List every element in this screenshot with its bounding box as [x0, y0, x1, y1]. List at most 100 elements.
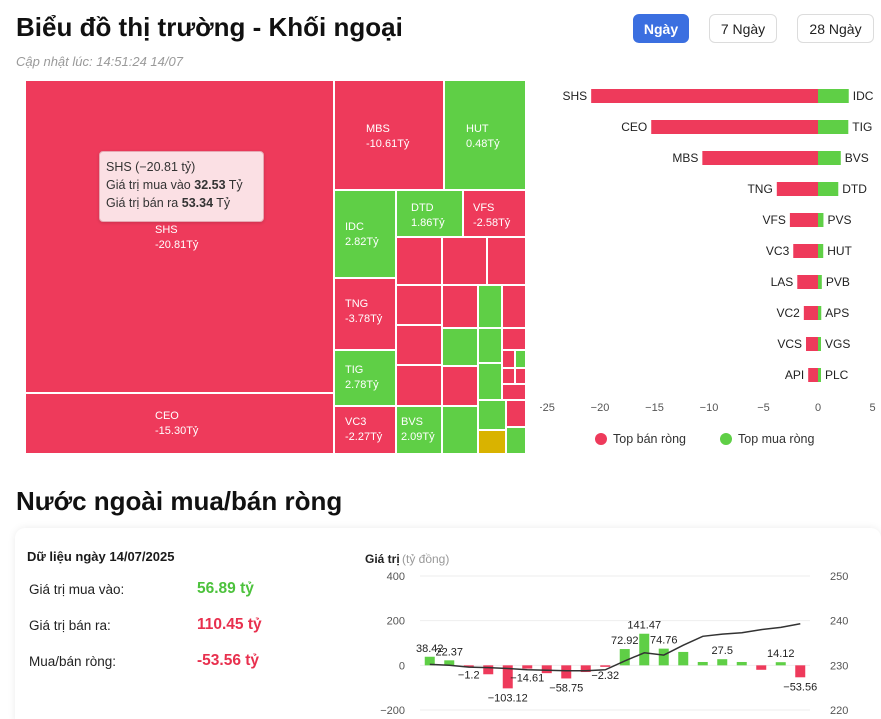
- treemap-cell-small[interactable]: [487, 237, 526, 285]
- treemap-cell-small[interactable]: [506, 427, 526, 454]
- treemap-cell-small[interactable]: [478, 363, 502, 400]
- y-tick-label: 0: [399, 660, 405, 672]
- sell-bar[interactable]: [803, 306, 818, 320]
- treemap-cell-small[interactable]: [502, 328, 526, 350]
- buy-ticker-label: BVS: [845, 151, 869, 165]
- buy-bar[interactable]: [818, 337, 821, 351]
- buy-bar[interactable]: [818, 89, 849, 103]
- treemap-cell-ceo[interactable]: CEO -15.30Tỷ: [25, 393, 334, 454]
- sell-bar[interactable]: [702, 151, 818, 165]
- sell-value: 110.45 tỷ: [197, 616, 262, 633]
- bar-data-label: 22.37: [435, 646, 463, 658]
- net-bar[interactable]: [502, 665, 513, 689]
- treemap-cell-small[interactable]: [442, 406, 478, 454]
- treemap-cell-small[interactable]: [478, 285, 502, 328]
- top-net-chart: SHS IDC CEO TIG MBS BVS TNG DTD VFS PVS VC3 HUT LAS P…: [540, 89, 876, 446]
- treemap-cell-dtd[interactable]: DTD 1.86Tỷ: [396, 190, 463, 237]
- net-bar[interactable]: [483, 665, 494, 675]
- sell-bar[interactable]: [776, 182, 818, 196]
- treemap-cell-mbs[interactable]: MBS -10.61Tỷ: [334, 80, 444, 190]
- treemap-cell-small[interactable]: [396, 285, 442, 325]
- net-bar[interactable]: [658, 648, 669, 666]
- net-bar[interactable]: [541, 665, 552, 674]
- treemap-cell-small[interactable]: [478, 328, 502, 363]
- tab-28-days-button[interactable]: 28 Ngày: [797, 14, 874, 43]
- treemap-cell-small[interactable]: [506, 400, 526, 427]
- treemap-cell-bvs[interactable]: BVS 2.09Tỷ: [396, 406, 442, 454]
- buy-bar[interactable]: [818, 368, 821, 382]
- net-bar[interactable]: [424, 656, 435, 666]
- treemap-cell-small[interactable]: [442, 285, 478, 328]
- net-bar[interactable]: [600, 665, 611, 667]
- tooltip-unit: Tỷ: [228, 178, 243, 192]
- treemap-cell-tng[interactable]: TNG -3.78Tỷ: [334, 278, 396, 350]
- tab-7-days-button[interactable]: 7 Ngày: [709, 14, 777, 43]
- buy-bar[interactable]: [818, 120, 849, 134]
- legend-buy-label[interactable]: Top mua ròng: [738, 432, 814, 446]
- net-bar[interactable]: [463, 665, 474, 667]
- treemap-cell-small[interactable]: [515, 368, 526, 384]
- net-bar[interactable]: [756, 665, 767, 670]
- tooltip-unit: Tỷ: [216, 196, 231, 210]
- tab-day-button[interactable]: Ngày: [633, 14, 689, 43]
- net-bar[interactable]: [619, 649, 630, 666]
- treemap-cell-small[interactable]: [396, 325, 442, 365]
- sell-bar[interactable]: [806, 337, 818, 351]
- buy-bar[interactable]: [818, 151, 841, 165]
- net-bar[interactable]: [717, 659, 728, 666]
- treemap-cell-small[interactable]: [396, 237, 442, 285]
- net-bar[interactable]: [736, 661, 747, 666]
- treemap-value: -3.78Tỷ: [345, 313, 383, 325]
- treemap-cell-idc[interactable]: IDC 2.82Tỷ: [334, 190, 396, 278]
- treemap-cell-small[interactable]: [515, 350, 526, 368]
- buy-bar[interactable]: [818, 306, 822, 320]
- net-bar[interactable]: [775, 662, 786, 666]
- treemap-cell-small[interactable]: [442, 328, 478, 366]
- buy-bar[interactable]: [818, 275, 822, 289]
- buy-ticker-label: DTD: [842, 182, 867, 196]
- buy-bar[interactable]: [818, 244, 824, 258]
- net-bar[interactable]: [697, 661, 708, 666]
- bar-data-label: 38.42: [416, 643, 444, 655]
- sell-bar[interactable]: [808, 368, 818, 382]
- treemap-cell-shs[interactable]: SHS -20.81Tỷ: [25, 80, 334, 393]
- treemap-cell-small[interactable]: [502, 285, 526, 328]
- net-bar[interactable]: [522, 665, 533, 669]
- treemap-cell-small[interactable]: [396, 365, 442, 406]
- treemap-ticker: DTD: [411, 202, 434, 214]
- sell-value-label: Giá trị bán ra:: [29, 618, 111, 633]
- buy-bar[interactable]: [818, 213, 824, 227]
- treemap-cell-small[interactable]: [502, 384, 526, 400]
- sell-bar[interactable]: [591, 89, 818, 103]
- treemap-cell-hut[interactable]: HUT 0.48Tỷ: [444, 80, 526, 190]
- net-bar[interactable]: [678, 651, 689, 666]
- net-bar[interactable]: [444, 660, 455, 666]
- treemap-cell-small[interactable]: [442, 366, 478, 406]
- sell-bar[interactable]: [789, 213, 818, 227]
- net-bar[interactable]: [639, 633, 650, 666]
- net-bar[interactable]: [580, 665, 591, 673]
- net-bar[interactable]: [561, 665, 572, 679]
- sell-ticker-label: MBS: [672, 151, 698, 165]
- legend-sell-label[interactable]: Top bán ròng: [613, 432, 686, 446]
- treemap-cell-small[interactable]: [502, 368, 515, 384]
- sell-bar[interactable]: [793, 244, 818, 258]
- x-tick-label: 5: [869, 402, 875, 414]
- sell-bar[interactable]: [797, 275, 818, 289]
- sell-ticker-label: TNG: [747, 182, 772, 196]
- sell-ticker-label: VFS: [763, 213, 786, 227]
- treemap-cell-vc3[interactable]: VC3 -2.27Tỷ: [334, 406, 396, 454]
- treemap-cell-small[interactable]: [442, 237, 487, 285]
- treemap-cell-tig[interactable]: TIG 2.78Tỷ: [334, 350, 396, 406]
- index-line: [429, 623, 801, 672]
- buy-bar[interactable]: [818, 182, 839, 196]
- sell-ticker-label: LAS: [771, 275, 794, 289]
- treemap-cell-small[interactable]: [502, 350, 515, 368]
- net-bar[interactable]: [795, 665, 806, 678]
- treemap-cell-vfs[interactable]: VFS -2.58Tỷ: [463, 190, 526, 237]
- treemap-cell-small[interactable]: [478, 430, 506, 454]
- treemap-cell-small[interactable]: [478, 400, 506, 430]
- sell-bar[interactable]: [651, 120, 818, 134]
- data-date: Dữ liệu ngày 14/07/2025: [27, 549, 175, 564]
- treemap-ticker: HUT: [466, 123, 489, 135]
